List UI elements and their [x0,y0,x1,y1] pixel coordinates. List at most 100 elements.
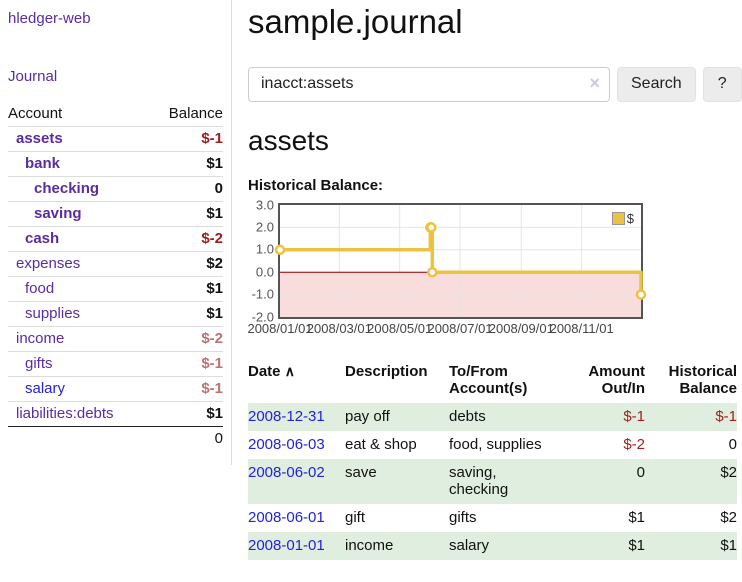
accounts-total: 0 [8,426,223,451]
register-date-link[interactable]: 2008-06-01 [248,508,325,526]
account-link-assets[interactable]: assets [16,130,63,147]
clear-search-icon[interactable]: × [589,72,600,93]
help-button[interactable]: ? [702,66,742,102]
register-row: 2008-06-01 gift gifts $1 $2 [248,504,737,532]
account-link-liabilities-debts[interactable]: liabilities:debts [16,405,114,422]
x-axis-tick: 2008/05/01 [367,320,433,336]
register-row: 2008-06-02 save saving, checking 0 $2 [248,458,737,504]
search-box: × [248,66,610,102]
register-amount: $-1 [623,407,645,425]
account-balance: $1 [206,280,223,297]
register-accounts: saving, checking [449,463,509,498]
search-input[interactable] [248,66,610,102]
account-row: saving $1 [8,201,223,226]
sidebar-item-journal[interactable]: Journal [8,68,58,85]
register-row: 2008-06-03 eat & shop food, supplies $-2… [248,431,737,459]
x-axis-tick: 2008/09/01 [488,320,554,336]
date-header-label: Date [248,362,281,380]
balance-column-header: Balance [168,105,223,122]
account-balance: $1 [206,305,223,322]
y-axis-tick: 3.0 [255,197,274,213]
account-balance: $-1 [201,130,223,147]
sort-ascending-icon: ∧ [284,362,295,379]
account-balance: $1 [206,405,223,422]
account-link-gifts[interactable]: gifts [25,355,53,372]
app-window: hledger-web Journal Account Balance asse… [0,0,742,560]
account-row: bank $1 [8,151,223,176]
register-date-link[interactable]: 2008-01-01 [248,536,325,554]
register-accounts: debts [449,407,486,425]
accounts-table-header: Account Balance [8,102,223,126]
register-description: pay off [345,407,390,425]
x-axis-tick: 2008/11/01 [549,320,614,336]
account-balance: $-2 [201,230,223,247]
chart-title: Historical Balance: [248,176,384,194]
register-description: gift [345,508,366,526]
account-balance: $1 [206,155,223,172]
x-axis-tick: 2008/03/01 [306,320,372,336]
register-row: 2008-01-01 income salary $1 $1 [248,531,737,560]
register-date-link[interactable]: 2008-12-31 [248,407,325,425]
register-amount: $1 [628,508,645,526]
y-axis-tick: -2.0 [251,309,274,325]
account-link-cash[interactable]: cash [25,230,60,247]
account-column-header: Account [8,105,63,122]
historical-balance-chart: 3.0 2.0 1.0 0.0 -1.0 -2.0 $ 2008/01/01 2008/03… [247,197,737,339]
register-balance: 0 [728,435,737,453]
account-link-supplies[interactable]: supplies [25,305,81,322]
legend-swatch-icon [611,211,625,225]
y-axis: 3.0 2.0 1.0 0.0 -1.0 -2.0 [248,197,278,324]
account-row: checking 0 [8,176,223,201]
register-balance: $2 [720,508,737,526]
search-button[interactable]: Search [617,66,696,102]
register-accounts: food, supplies [449,435,542,453]
account-row: assets $-1 [8,126,223,151]
account-link-salary[interactable]: salary [25,380,66,397]
accounts-table: Account Balance assets $-1 bank $1 check… [8,102,223,451]
account-link-income[interactable]: income [16,330,65,347]
account-heading: assets [248,124,329,156]
account-row: food $1 [8,276,223,301]
account-row: gifts $-1 [8,351,223,376]
register-row: 2008-12-31 pay off debts $-1 $-1 [248,402,737,431]
register-amount: 0 [636,463,645,481]
y-axis-tick: 1.0 [255,241,274,257]
account-link-food[interactable]: food [25,280,55,297]
account-row: salary $-1 [8,376,223,401]
amount-column-header: Amount Out/In [588,362,645,397]
register-table: Date ∧ Description To/From Account(s) Am… [248,361,737,560]
account-row: expenses $2 [8,251,223,276]
account-balance: $-1 [201,380,223,397]
account-balance: $-2 [201,330,223,347]
account-balance: $1 [206,205,223,222]
x-axis-tick: 2008/07/01 [427,320,493,336]
chart-plot-area: $ [274,202,647,319]
chart-svg [274,204,647,317]
description-column-header: Description [345,362,428,380]
y-axis-tick: 2.0 [255,219,274,235]
y-axis-tick: 0.0 [255,264,274,280]
register-accounts: gifts [449,508,477,526]
sidebar: hledger-web Journal Account Balance asse… [0,0,232,465]
accounts-column-header: To/From Account(s) [449,362,528,397]
register-date-link[interactable]: 2008-06-02 [248,463,325,481]
register-description: income [345,536,394,554]
register-date-link[interactable]: 2008-06-03 [248,435,325,453]
main-content: sample.journal × Search ? assets Histori… [232,0,742,560]
register-balance: $2 [720,463,737,481]
chart-legend: $ [609,209,636,227]
account-row: cash $-2 [8,226,223,251]
account-link-checking[interactable]: checking [34,180,100,197]
register-balance: $-1 [715,407,737,425]
register-amount: $-2 [623,435,645,453]
register-balance: $1 [720,536,737,554]
account-link-bank[interactable]: bank [25,155,61,172]
date-column-header: Date ∧ [248,361,345,403]
account-balance: $2 [206,255,223,272]
register-description: eat & shop [345,435,417,453]
app-title-link[interactable]: hledger-web [8,10,91,27]
account-link-saving[interactable]: saving [34,205,82,222]
account-link-expenses[interactable]: expenses [16,255,81,272]
x-axis: 2008/01/01 2008/03/01 2008/05/01 2008/07/01… [247,320,643,339]
account-balance: $-1 [201,355,223,372]
